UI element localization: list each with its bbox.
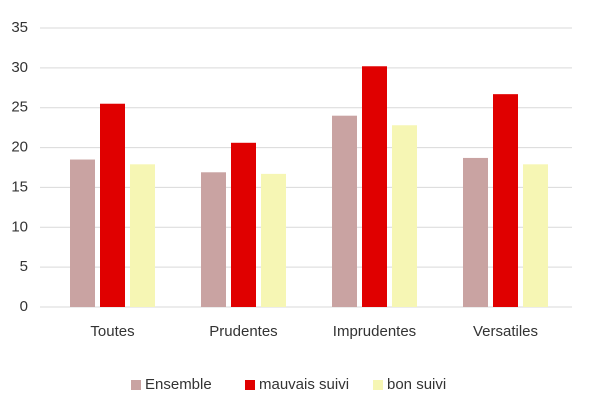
bar: [332, 115, 357, 307]
bar: [130, 164, 155, 307]
bar: [70, 159, 95, 307]
bar: [392, 125, 417, 307]
x-tick-label: Versatiles: [473, 323, 538, 340]
legend-label: Ensemble: [145, 376, 212, 393]
y-tick-label: 35: [11, 19, 28, 36]
y-tick-label: 10: [11, 218, 28, 235]
legend-swatch: [245, 380, 255, 390]
x-tick-label: Toutes: [90, 323, 134, 340]
y-tick-label: 20: [11, 139, 28, 156]
bar: [261, 173, 286, 307]
y-tick-label: 30: [11, 59, 28, 76]
bar: [100, 103, 125, 307]
legend-swatch: [373, 380, 383, 390]
legend-label: bon suivi: [387, 376, 446, 393]
bar: [463, 157, 488, 307]
y-tick-label: 15: [11, 178, 28, 195]
bar: [231, 142, 256, 307]
x-tick-label: Prudentes: [209, 323, 277, 340]
legend-swatch: [131, 380, 141, 390]
y-tick-label: 5: [20, 258, 28, 275]
x-tick-label: Imprudentes: [333, 323, 416, 340]
bar: [493, 94, 518, 307]
y-tick-label: 25: [11, 99, 28, 116]
y-tick-label: 0: [20, 298, 28, 315]
legend-label: mauvais suivi: [259, 376, 349, 393]
bar: [523, 164, 548, 307]
bar: [201, 172, 226, 307]
bar: [362, 66, 387, 308]
